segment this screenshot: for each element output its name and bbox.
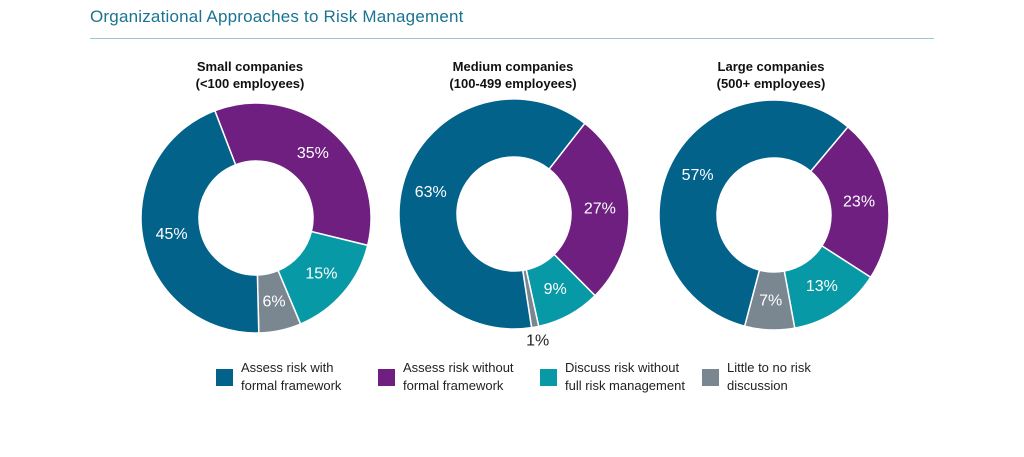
data-label: 35% xyxy=(297,145,329,162)
legend-item-without-formal: Assess risk without formal framework xyxy=(378,359,540,395)
legend-label-line1: Assess risk with xyxy=(241,360,334,375)
medium-companies-panel: Medium companies (100-499 employees) xyxy=(383,58,643,92)
data-label: 45% xyxy=(156,226,188,243)
panel-title: Medium companies (100-499 employees) xyxy=(383,58,643,92)
data-label: 13% xyxy=(806,278,838,295)
legend-label: Little to no risk discussion xyxy=(727,359,811,395)
panel-title-line2: (500+ employees) xyxy=(716,76,826,91)
chart-title: Organizational Approaches to Risk Manage… xyxy=(90,7,464,26)
legend-label-line2: discussion xyxy=(727,378,788,393)
donut-slice-formal xyxy=(658,99,849,328)
legend-item-discuss: Discuss risk without full risk managemen… xyxy=(540,359,702,395)
legend-label-line1: Little to no risk xyxy=(727,360,811,375)
legend-item-little: Little to no risk discussion xyxy=(702,359,864,395)
panel-title: Large companies (500+ employees) xyxy=(641,58,901,92)
data-label: 27% xyxy=(584,200,616,217)
data-label: 15% xyxy=(305,265,337,282)
data-label: 57% xyxy=(682,167,714,184)
legend: Assess risk with formal framework Assess… xyxy=(216,359,864,395)
legend-label: Discuss risk without full risk managemen… xyxy=(565,359,685,395)
donut-slice-without-formal xyxy=(213,102,372,247)
data-label: 63% xyxy=(415,184,447,201)
data-label: 1% xyxy=(526,332,549,349)
legend-label: Assess risk without formal framework xyxy=(403,359,514,395)
data-label: 6% xyxy=(262,294,285,311)
legend-label-line1: Assess risk without xyxy=(403,360,514,375)
panel-title-line1: Large companies xyxy=(717,59,825,74)
donut-slice-formal xyxy=(398,98,586,330)
small-companies-panel: Small companies (<100 employees) xyxy=(120,58,380,92)
panel-title-line1: Medium companies xyxy=(452,59,574,74)
legend-item-formal: Assess risk with formal framework xyxy=(216,359,378,395)
data-label: 9% xyxy=(544,281,567,298)
legend-label-line1: Discuss risk without xyxy=(565,360,680,375)
donut-slice-formal xyxy=(140,109,260,334)
large-companies-panel: Large companies (500+ employees) xyxy=(641,58,901,92)
panel-title-line2: (<100 employees) xyxy=(195,76,305,91)
donut-slice-without-formal xyxy=(548,122,630,297)
legend-swatch xyxy=(216,369,233,386)
legend-label-line2: formal framework xyxy=(403,378,504,393)
legend-swatch xyxy=(378,369,395,386)
legend-label-line2: full risk management xyxy=(565,378,685,393)
donut-slice-without-formal xyxy=(809,125,890,279)
data-label: 23% xyxy=(843,194,875,211)
legend-label-line2: formal framework xyxy=(241,378,342,393)
legend-swatch xyxy=(540,369,557,386)
panel-title-line2: (100-499 employees) xyxy=(449,76,577,91)
legend-label: Assess risk with formal framework xyxy=(241,359,341,395)
title-divider xyxy=(90,38,934,39)
panel-title-line1: Small companies xyxy=(196,59,304,74)
data-label: 7% xyxy=(759,292,782,309)
legend-swatch xyxy=(702,369,719,386)
panel-title: Small companies (<100 employees) xyxy=(120,58,380,92)
